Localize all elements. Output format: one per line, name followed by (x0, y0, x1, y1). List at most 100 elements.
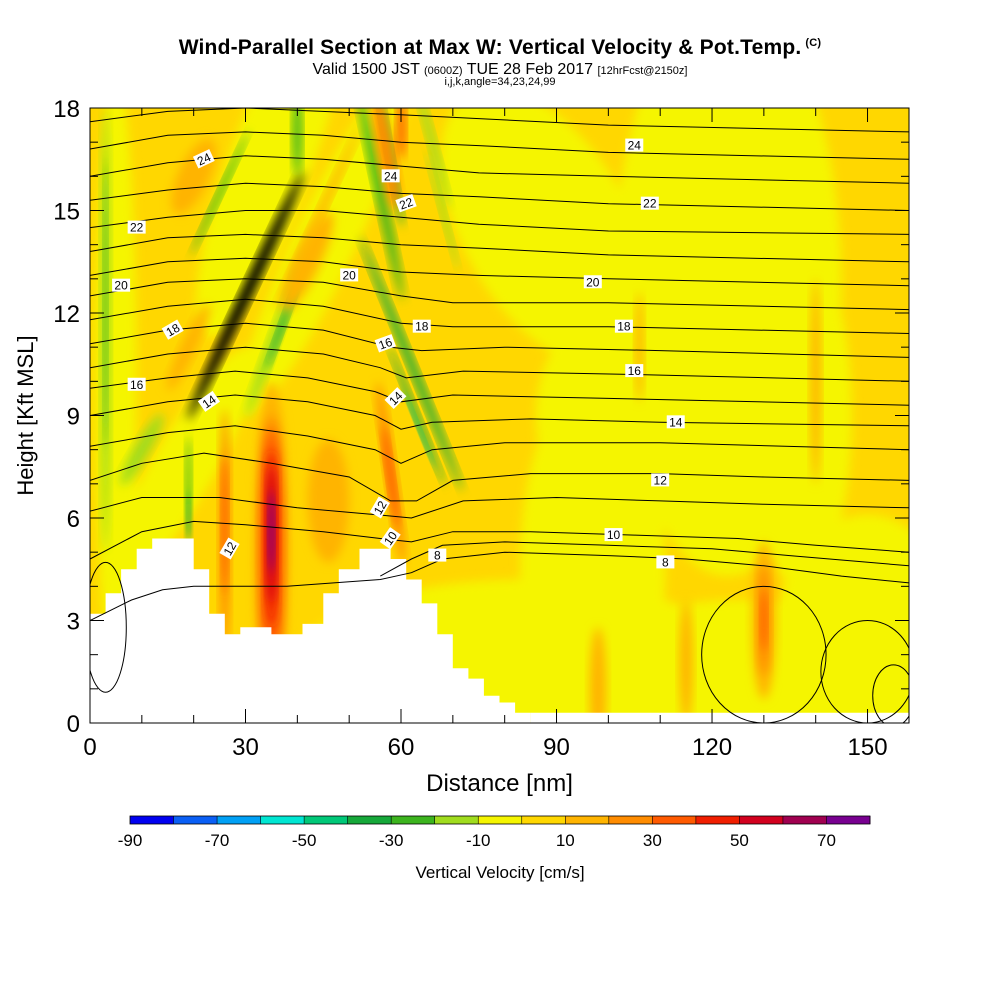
contour-labels: 2422201816141224222018161412108242220181… (112, 138, 685, 569)
theta-contour-loop (701, 585, 827, 723)
sinking-motion-region (426, 151, 459, 270)
rising-motion-region (221, 456, 228, 594)
theta-contour-label: 10 (604, 528, 623, 542)
rising-motion-region (307, 439, 350, 563)
colorbar-swatch (130, 816, 175, 824)
x-tick-label: 30 (232, 734, 259, 761)
rising-motion-region (810, 278, 821, 484)
rising-motion-region (760, 589, 767, 652)
theta-contour-label: 16 (374, 334, 396, 353)
colorbar-swatch (304, 816, 349, 824)
chart-subtitle: Valid 1500 JST (0600Z) TUE 28 Feb 2017 [… (312, 61, 688, 78)
theta-label-text: 20 (114, 279, 128, 293)
theta-contour-line (90, 210, 909, 235)
rising-motion-region (396, 108, 406, 160)
rising-motion-region (382, 426, 399, 528)
theta-contour-line (90, 233, 909, 263)
y-tick-label: 0 (67, 711, 80, 738)
colorbar-tick-label: -10 (466, 831, 491, 850)
theta-contour-label: 8 (428, 548, 447, 563)
theta-label-text: 22 (398, 195, 416, 213)
colorbar-swatch (478, 816, 523, 824)
theta-contour-loop (90, 561, 127, 693)
theta-label-text: 8 (662, 555, 669, 569)
theta-contour-line (90, 182, 909, 211)
heatmap-field (90, 108, 909, 723)
y-tick-label: 12 (53, 301, 80, 328)
theta-contour-label: 14 (197, 390, 221, 412)
colorbar-swatch (608, 816, 653, 824)
theta-contour-label: 16 (625, 364, 644, 378)
sinking-motion-region (403, 391, 435, 468)
theta-contour-line (90, 370, 909, 406)
theta-contour-label: 10 (379, 527, 401, 550)
theta-contour-label: 22 (127, 220, 146, 235)
theta-label-text: 22 (130, 221, 144, 235)
theta-label-text: 14 (669, 415, 683, 429)
sinking-motion-region (103, 159, 108, 447)
sinking-motion-region (413, 108, 451, 209)
theta-contour-loop (820, 620, 909, 723)
colorbar-swatch (173, 816, 218, 824)
sinking-motion-region (186, 490, 191, 539)
x-tick-label: 90 (543, 734, 570, 761)
theta-contour-line (90, 452, 909, 502)
sinking-motion-region (190, 131, 249, 256)
colorbar-label: Vertical Velocity [cm/s] (415, 863, 585, 882)
rising-motion-region (679, 600, 693, 723)
colorbar-swatch (434, 816, 479, 824)
theta-contour-label: 22 (395, 194, 417, 213)
sinking-motion-region (292, 108, 303, 177)
y-tick-label: 6 (67, 506, 80, 533)
theta-label-text: 16 (130, 378, 144, 392)
theta-label-text: 20 (586, 275, 600, 289)
y-tick-label: 9 (67, 404, 80, 431)
colorbar-tick-label: 30 (643, 831, 662, 850)
weak-vertical-velocity-region (748, 244, 852, 587)
colorbar-swatch (782, 816, 827, 824)
theta-label-text: 8 (434, 549, 441, 563)
theta-contour-line (90, 278, 909, 311)
theta-label-text: 20 (342, 268, 356, 282)
theta-label-text: 18 (164, 321, 183, 340)
theta-label-text: 24 (384, 169, 398, 183)
y-axis: 0 3 6 9 12 15 18 Height [Kft MSL] (13, 96, 909, 738)
theta-contour-label: 24 (625, 138, 644, 153)
theta-contour-line (90, 108, 909, 133)
colorbar-swatch (521, 816, 566, 824)
y-tick-label: 3 (67, 609, 80, 636)
sinking-motion-region (356, 108, 404, 301)
theta-contour-label: 20 (112, 278, 131, 293)
theta-contour-label: 18 (614, 319, 633, 334)
rising-motion-region (635, 292, 644, 402)
theta-contour-line (90, 520, 909, 560)
colorbar-swatch (695, 816, 740, 824)
y-axis-label: Height [Kft MSL] (13, 335, 38, 495)
theta-label-text: 12 (654, 473, 668, 487)
theta-label-text: 12 (221, 539, 240, 558)
terrain (90, 538, 531, 723)
colorbar-swatch (347, 816, 392, 824)
colorbar-tick-label: -30 (379, 831, 404, 850)
x-axis-label: Distance [nm] (426, 770, 573, 797)
colorbar-swatch (217, 816, 262, 824)
colorbar-tick-label: 10 (556, 831, 575, 850)
chart-title: Wind-Parallel Section at Max W: Vertical… (178, 36, 822, 59)
theta-contour-label: 18 (412, 319, 431, 334)
copyright-mark: (C) (805, 37, 822, 49)
theta-contour-label: 16 (127, 377, 146, 392)
theta-label-text: 24 (628, 139, 642, 153)
weak-vertical-velocity-region (535, 313, 681, 518)
colorbar-tick-label: 70 (817, 831, 836, 850)
weak-vertical-velocity-region (109, 347, 257, 587)
theta-contour-label: 12 (651, 473, 670, 487)
weak-vertical-velocity-region (196, 108, 347, 337)
theta-contour-label: 14 (666, 415, 685, 429)
theta-contour-label: 24 (381, 169, 400, 183)
theta-contour-label: 18 (161, 319, 184, 340)
y-tick-label: 15 (53, 199, 80, 226)
theta-contour-line (90, 496, 909, 519)
colorbar-swatch (565, 816, 610, 824)
sinking-motion-region (360, 237, 463, 491)
